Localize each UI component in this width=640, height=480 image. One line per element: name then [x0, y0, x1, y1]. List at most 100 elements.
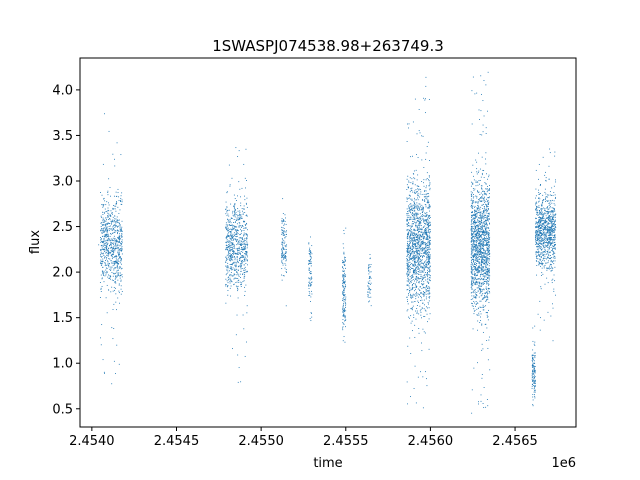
data-point: [342, 340, 344, 342]
data-point: [415, 205, 417, 207]
data-point: [230, 269, 232, 271]
data-point: [484, 244, 486, 246]
data-point: [412, 245, 414, 247]
data-point: [488, 229, 490, 231]
data-point: [486, 206, 488, 208]
data-point: [111, 220, 113, 222]
data-point: [239, 188, 241, 190]
data-point: [477, 225, 479, 227]
data-point: [421, 235, 423, 237]
data-point: [247, 264, 248, 266]
data-point: [239, 258, 241, 260]
data-point: [233, 254, 235, 256]
data-point: [422, 284, 424, 286]
data-point: [104, 244, 106, 246]
data-point: [117, 232, 119, 233]
data-point: [102, 219, 104, 221]
data-point: [119, 242, 121, 243]
data-point: [369, 289, 371, 291]
data-point: [246, 237, 248, 239]
data-point: [424, 231, 426, 233]
data-point: [115, 203, 117, 205]
data-point: [241, 217, 243, 219]
data-point: [481, 377, 483, 379]
data-point: [237, 230, 239, 232]
data-point: [482, 230, 484, 232]
data-point: [409, 246, 411, 248]
data-point: [408, 210, 410, 212]
data-point: [470, 244, 472, 245]
data-point: [112, 248, 114, 249]
data-point: [538, 231, 540, 232]
data-point: [416, 191, 417, 193]
data-point: [473, 232, 475, 234]
data-point: [342, 293, 344, 295]
data-point: [285, 249, 287, 251]
data-point: [417, 208, 418, 210]
data-point: [545, 196, 547, 198]
data-point: [486, 260, 488, 262]
data-point: [111, 258, 113, 260]
data-point: [343, 315, 345, 317]
data-point: [102, 260, 104, 262]
data-point: [105, 227, 107, 229]
data-point: [554, 229, 556, 230]
data-point: [487, 208, 489, 210]
data-point: [237, 250, 238, 252]
data-point: [428, 263, 430, 265]
data-point: [308, 288, 310, 289]
data-point: [101, 270, 103, 272]
data-point: [370, 289, 372, 290]
data-point: [408, 215, 410, 216]
data-point: [244, 195, 245, 197]
data-point: [231, 256, 233, 258]
data-point: [477, 269, 479, 271]
data-point: [418, 203, 420, 205]
data-point: [423, 331, 425, 333]
data-point: [105, 204, 107, 206]
data-point: [410, 396, 411, 398]
data-point: [110, 250, 112, 252]
data-point: [228, 252, 230, 254]
data-point: [227, 271, 229, 273]
data-point: [414, 214, 416, 215]
data-point: [483, 249, 485, 251]
data-point: [243, 220, 244, 222]
data-point: [407, 238, 409, 240]
data-point: [414, 270, 416, 272]
data-point: [344, 311, 345, 312]
data-point: [539, 233, 541, 235]
data-point: [486, 247, 488, 248]
data-point: [118, 248, 120, 250]
data-point: [480, 75, 482, 77]
data-point: [487, 197, 489, 199]
data-point: [427, 321, 428, 323]
data-point: [422, 243, 424, 245]
data-point: [420, 245, 422, 247]
data-point: [478, 278, 480, 280]
data-point: [488, 288, 490, 290]
data-point: [428, 318, 430, 320]
data-point: [240, 196, 242, 198]
data-point: [414, 259, 416, 261]
data-point: [428, 246, 430, 248]
data-point: [118, 251, 120, 253]
data-point: [532, 373, 534, 375]
data-point: [285, 223, 287, 225]
data-point: [425, 231, 427, 233]
data-point: [408, 268, 409, 270]
data-point: [345, 286, 346, 288]
data-point: [426, 221, 428, 223]
data-point: [414, 229, 416, 231]
data-point: [471, 252, 472, 254]
data-point: [485, 204, 487, 206]
data-point: [410, 293, 412, 295]
data-point: [411, 200, 413, 201]
data-point: [429, 274, 430, 276]
data-point: [487, 210, 489, 212]
data-point: [470, 185, 472, 187]
data-point: [532, 373, 533, 375]
data-point: [476, 207, 478, 209]
data-point: [118, 274, 120, 276]
data-points: [98, 71, 557, 414]
